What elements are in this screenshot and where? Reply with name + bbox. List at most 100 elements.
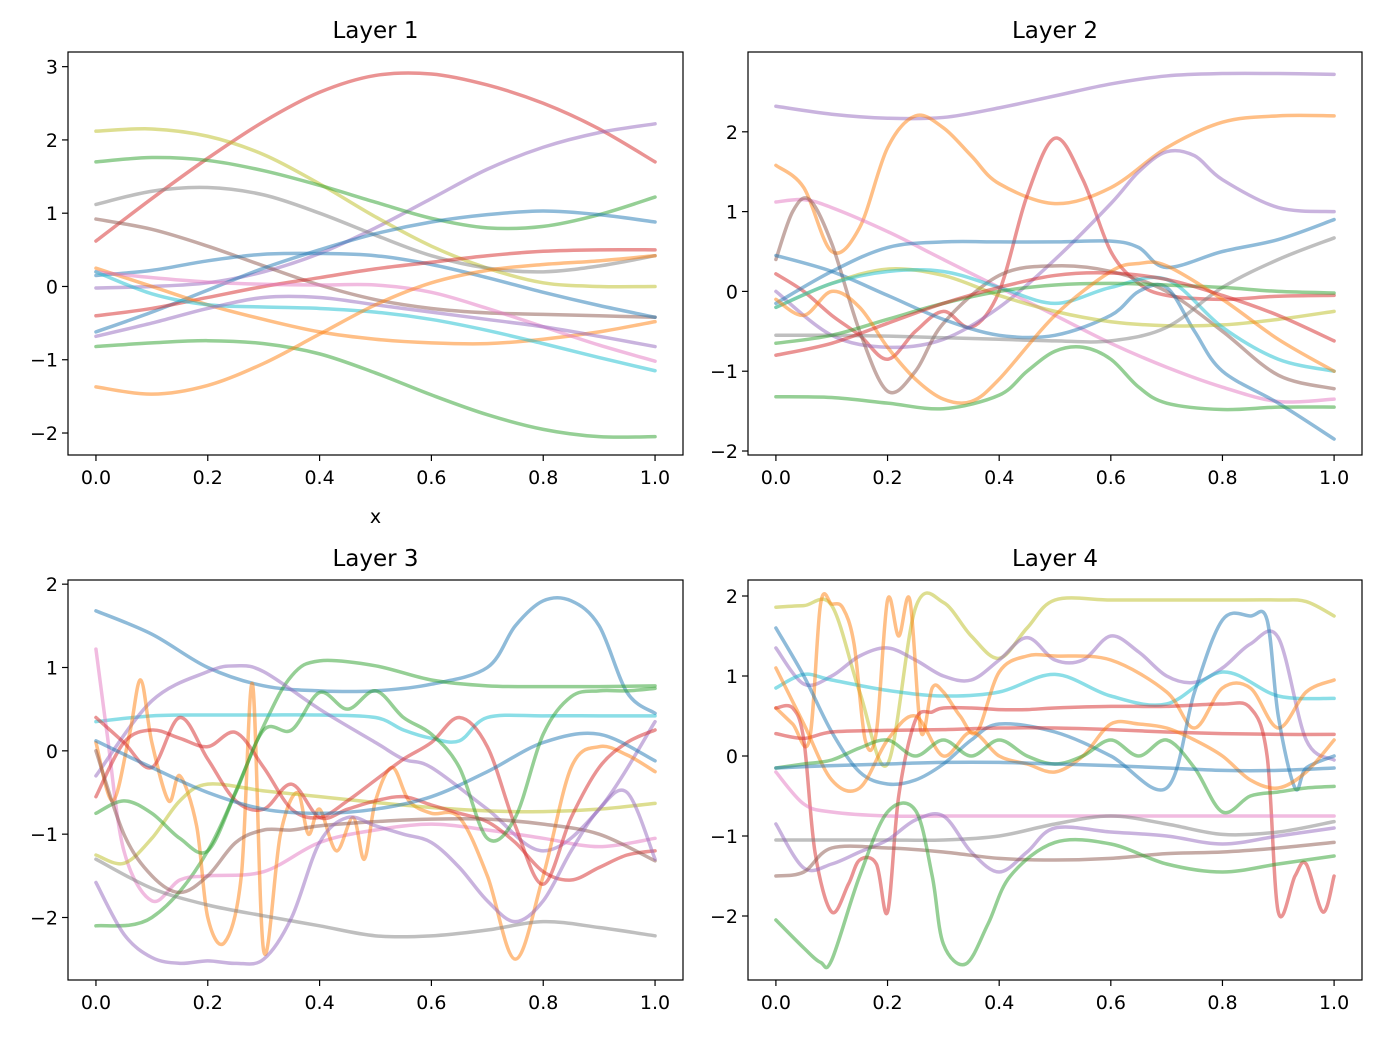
axes-frame <box>67 51 684 456</box>
series-line-11 <box>94 270 657 363</box>
series-line-1 <box>774 71 1336 121</box>
y-tick-label: −2 <box>30 908 58 930</box>
series-line-15 <box>774 345 1336 412</box>
series-line-5 <box>774 197 1336 404</box>
series-line-3 <box>94 713 657 744</box>
y-tick-label: −2 <box>710 906 738 928</box>
series-line-15 <box>94 253 657 396</box>
series-line-11 <box>774 236 1336 344</box>
series-line-13 <box>774 812 1336 874</box>
subplot-title: Layer 1 <box>332 18 418 44</box>
series-line-4 <box>774 592 1336 752</box>
y-tick-label: 1 <box>726 666 738 688</box>
x-tick-label: 0.0 <box>81 467 111 489</box>
x-tick-label: 0.6 <box>416 992 446 1014</box>
series-line-4 <box>94 155 657 231</box>
x-tick-label: 0.2 <box>193 992 223 1014</box>
x-tick-label: 0.8 <box>528 992 558 1014</box>
y-tick-label: 0 <box>726 281 738 303</box>
series-line-2 <box>94 658 657 928</box>
y-tick-label: 2 <box>726 586 738 608</box>
series-group <box>774 71 1336 441</box>
series-line-8 <box>94 209 657 334</box>
x-tick-label: 0.4 <box>304 467 334 489</box>
series-line-1 <box>94 71 657 243</box>
subplot-title: Layer 4 <box>1012 546 1098 572</box>
x-tick-label: 1.0 <box>1319 992 1349 1014</box>
series-line-10 <box>94 266 657 346</box>
x-tick-label: 0.0 <box>81 992 111 1014</box>
series-line-9 <box>94 715 657 886</box>
series-line-8 <box>774 666 1336 793</box>
series-line-14 <box>94 338 657 439</box>
series-group <box>774 591 1336 970</box>
subplot-2: 0.0 0.2 0.4 0.6 0.8 1.0 −2 −1 0 1 2 Layer 2 <box>710 18 1363 489</box>
y-tick-label: −1 <box>30 350 58 372</box>
x-tick-label: 0.6 <box>1096 467 1126 489</box>
series-line-12 <box>774 814 1336 843</box>
series-line-7 <box>94 251 657 319</box>
subplot-title: Layer 2 <box>1012 18 1098 44</box>
y-tick-label: 1 <box>46 203 58 225</box>
x-tick-label: 0.8 <box>1207 467 1237 489</box>
x-tick-label: 1.0 <box>640 467 670 489</box>
series-line-2 <box>774 113 1336 255</box>
series-line-15 <box>774 801 1336 970</box>
series-line-10 <box>94 731 657 816</box>
series-line-3 <box>774 670 1336 707</box>
x-tick-label: 0.2 <box>872 992 902 1014</box>
series-line-1 <box>774 591 1336 768</box>
y-tick-label: 0 <box>46 741 58 763</box>
x-tick-label: 0.4 <box>984 467 1014 489</box>
series-line-12 <box>94 686 657 855</box>
axes-frame <box>747 51 1363 456</box>
series-line-7 <box>774 253 1336 441</box>
series-group <box>94 595 657 966</box>
x-axis-label: x <box>370 506 381 528</box>
y-tick-label: 1 <box>46 658 58 680</box>
series-line-8 <box>774 217 1336 306</box>
x-tick-label: 1.0 <box>1319 467 1349 489</box>
series-line-6 <box>774 726 1336 741</box>
series-line-12 <box>94 270 657 373</box>
y-tick-label: 2 <box>726 122 738 144</box>
series-line-7 <box>94 782 657 866</box>
y-tick-label: −1 <box>30 824 58 846</box>
y-tick-label: 2 <box>46 574 58 596</box>
y-tick-label: 1 <box>726 202 738 224</box>
series-line-10 <box>774 760 1336 773</box>
series-line-8 <box>94 715 657 882</box>
series-line-2 <box>774 629 1336 762</box>
series-line-13 <box>94 749 657 895</box>
x-tick-label: 0.0 <box>761 992 791 1014</box>
series-group <box>94 71 657 439</box>
series-line-9 <box>774 267 1336 328</box>
x-tick-label: 0.2 <box>872 467 902 489</box>
series-line-3 <box>94 127 657 289</box>
x-tick-label: 0.6 <box>1096 992 1126 1014</box>
series-line-2 <box>94 122 657 290</box>
y-tick-label: 2 <box>46 130 58 152</box>
series-line-14 <box>94 788 657 966</box>
x-tick-label: 0.4 <box>304 992 334 1014</box>
series-line-6 <box>94 217 657 319</box>
series-line-10 <box>774 267 1336 373</box>
series-line-7 <box>774 701 1336 919</box>
y-tick-label: −2 <box>30 423 58 445</box>
y-tick-label: −2 <box>710 441 738 463</box>
axes-frame <box>747 579 1363 981</box>
subplot-1: 0.0 0.2 0.4 0.6 0.8 1.0 −2 −1 0 1 2 3 Layer 1 x <box>30 18 684 528</box>
x-tick-label: 0.4 <box>984 992 1014 1014</box>
y-tick-label: 3 <box>46 57 58 79</box>
series-line-1 <box>94 595 657 716</box>
x-tick-label: 0.8 <box>1207 992 1237 1014</box>
y-tick-label: 0 <box>46 276 58 298</box>
subplot-title: Layer 3 <box>332 546 418 572</box>
x-tick-label: 1.0 <box>640 992 670 1014</box>
x-tick-label: 0.6 <box>416 467 446 489</box>
y-tick-label: −1 <box>710 826 738 848</box>
x-tick-label: 0.2 <box>193 467 223 489</box>
y-tick-label: −1 <box>710 361 738 383</box>
series-line-14 <box>774 271 1336 357</box>
